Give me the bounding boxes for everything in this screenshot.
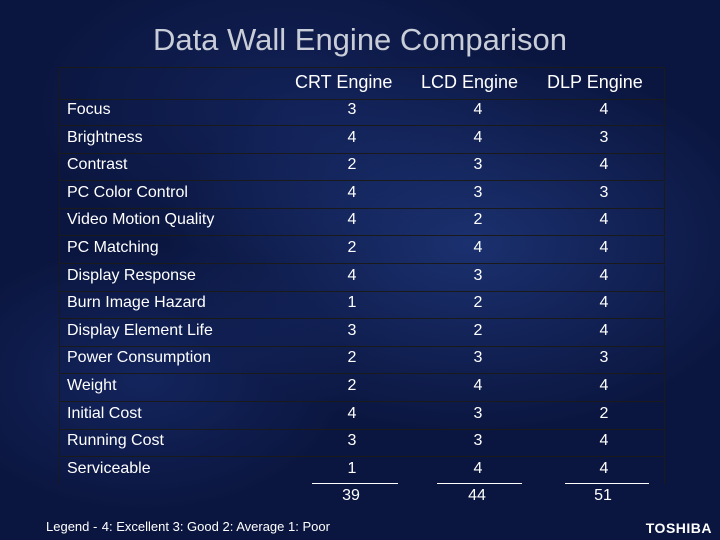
slide-title: Data Wall Engine Comparison <box>152 22 568 57</box>
row-feature-label: PC Matching <box>67 239 159 256</box>
score-cell: 2 <box>473 321 483 339</box>
score-cell: 3 <box>473 266 483 284</box>
table-row: Video Motion Quality 4 2 4 <box>59 209 665 237</box>
score-cell: 4 <box>599 101 609 118</box>
score-cell: 4 <box>599 294 609 312</box>
score-cell: 4 <box>473 377 483 394</box>
score-cell: 2 <box>347 239 357 256</box>
row-feature-label: Contrast <box>67 156 128 174</box>
total-lcd: 44 <box>468 487 486 504</box>
table-row: Display Element Life 3 2 4 <box>59 319 665 347</box>
row-feature-label: Focus <box>67 101 111 118</box>
score-cell: 3 <box>473 404 483 422</box>
score-cell: 4 <box>347 266 357 284</box>
table-row: Contrast 2 3 4 <box>59 154 665 182</box>
row-feature-label: Video Motion Quality <box>67 211 215 229</box>
row-feature-label: Display Element Life <box>67 321 213 339</box>
score-cell: 4 <box>599 459 609 477</box>
score-cell: 4 <box>599 266 609 284</box>
row-feature-label: Brightness <box>67 128 143 146</box>
score-cell: 4 <box>473 101 483 118</box>
score-cell: 3 <box>347 101 357 118</box>
score-cell: 3 <box>347 432 357 450</box>
score-cell: 4 <box>347 404 357 422</box>
table-row: Serviceable 1 4 4 <box>59 457 665 484</box>
score-cell: 3 <box>473 156 483 174</box>
score-cell: 4 <box>347 128 357 146</box>
score-cell: 4 <box>473 459 483 477</box>
table-row: Focus 3 4 4 <box>59 99 665 126</box>
score-cell: 4 <box>473 239 483 256</box>
legend-text: 4: Excellent 3: Good 2: Average 1: Poor <box>101 519 330 534</box>
table-row: Burn Image Hazard 1 2 4 <box>59 292 665 320</box>
score-cell: 3 <box>473 432 483 450</box>
score-cell: 4 <box>599 377 609 394</box>
score-cell: 3 <box>599 183 609 201</box>
score-cell: 4 <box>473 128 483 146</box>
score-cell: 2 <box>473 294 483 312</box>
column-header-dlp: DLP Engine <box>547 72 643 92</box>
table-header-box <box>59 67 665 100</box>
brand-logo: TOSHIBA <box>645 520 712 536</box>
column-header-lcd: LCD Engine <box>421 72 519 92</box>
row-feature-label: PC Color Control <box>67 183 188 201</box>
score-cell: 2 <box>347 377 357 394</box>
row-feature-label: Display Response <box>67 266 196 284</box>
sum-underline <box>312 483 398 484</box>
score-cell: 3 <box>347 321 357 339</box>
score-cell: 3 <box>473 349 483 367</box>
sum-underline <box>565 483 649 484</box>
row-feature-label: Power Consumption <box>67 349 212 367</box>
table-row: Weight 2 4 4 <box>59 375 665 402</box>
column-header-crt: CRT Engine <box>295 72 393 92</box>
table-row: Initial Cost 4 3 2 <box>59 402 665 430</box>
table-row: Display Response 4 3 4 <box>59 264 665 292</box>
score-cell: 3 <box>473 183 483 201</box>
score-cell: 2 <box>599 404 609 422</box>
total-dlp: 51 <box>594 487 612 504</box>
sum-underline <box>437 483 522 484</box>
score-cell: 4 <box>599 321 609 339</box>
table-row: PC Matching 2 4 4 <box>59 237 665 264</box>
row-feature-label: Initial Cost <box>67 404 142 422</box>
score-cell: 2 <box>347 349 357 367</box>
table-row: Brightness 4 4 3 <box>59 126 665 154</box>
table-row: Running Cost 3 3 4 <box>59 430 665 458</box>
table-row: Power Consumption 2 3 3 <box>59 347 665 375</box>
legend-label: Legend - <box>46 519 98 534</box>
row-feature-label: Weight <box>67 377 117 394</box>
row-feature-label: Running Cost <box>67 432 164 450</box>
score-cell: 3 <box>599 349 609 367</box>
row-feature-label: Burn Image Hazard <box>67 294 206 312</box>
total-crt: 39 <box>342 487 360 504</box>
score-cell: 3 <box>599 128 609 146</box>
table-row: PC Color Control 4 3 3 <box>59 181 665 209</box>
row-feature-label: Serviceable <box>67 459 151 477</box>
score-cell: 4 <box>599 156 609 174</box>
score-cell: 1 <box>347 459 357 477</box>
legend: Legend - 4: Excellent 3: Good 2: Average… <box>46 518 330 536</box>
score-cell: 2 <box>347 156 357 174</box>
score-cell: 4 <box>599 211 609 229</box>
score-cell: 4 <box>599 432 609 450</box>
score-cell: 1 <box>347 294 357 312</box>
score-cell: 4 <box>347 211 357 229</box>
score-cell: 4 <box>599 239 609 256</box>
score-cell: 2 <box>473 211 483 229</box>
score-cell: 4 <box>347 183 357 201</box>
